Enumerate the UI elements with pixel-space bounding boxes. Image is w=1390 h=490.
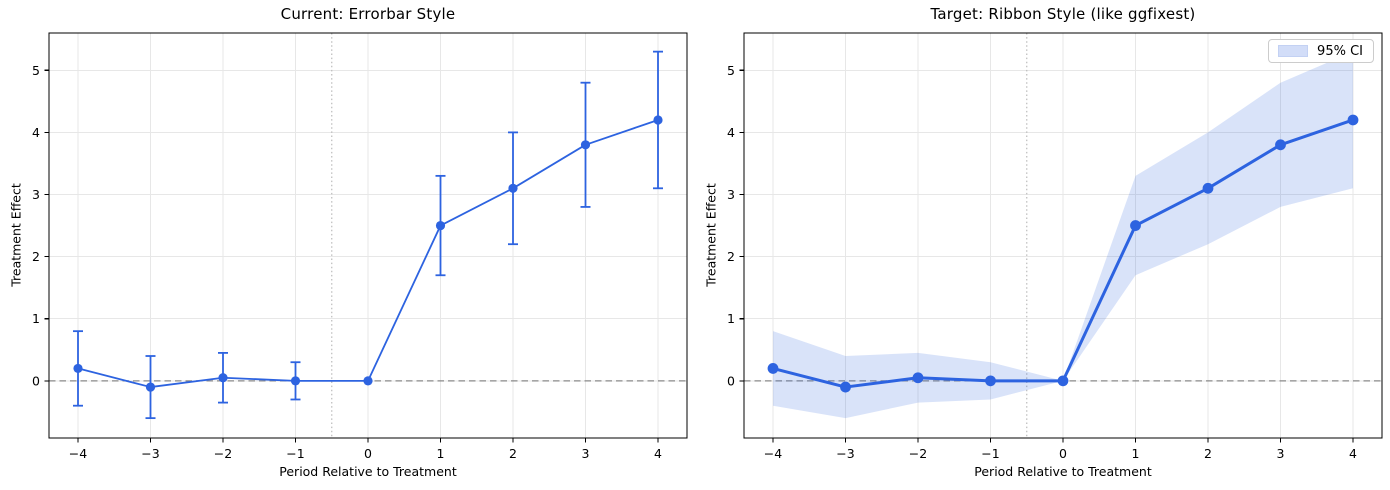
- x-tick-label: 2: [1204, 446, 1212, 461]
- x-tick-label: −2: [214, 446, 232, 461]
- data-point: [840, 381, 851, 393]
- subplot-errorbar: −4 −3 −2 −1 0 1 2 3 4 0 1 2 3 4 5 Current: Errorbar St…: [8, 5, 688, 479]
- y-tick-label: 2: [32, 249, 40, 264]
- x-axis-label: Period Relative to Treatment: [279, 464, 457, 479]
- y-tick-label: 1: [727, 311, 735, 326]
- y-tick-label: 1: [32, 311, 40, 326]
- y-tick-label: 3: [727, 187, 735, 202]
- data-point: [508, 183, 518, 193]
- data-point: [218, 373, 228, 383]
- x-tick-label: 1: [437, 446, 445, 461]
- y-tick-label: 4: [32, 125, 40, 140]
- x-tick-label: −3: [141, 446, 159, 461]
- x-tick-label: 3: [582, 446, 590, 461]
- x-tick-label: 2: [509, 446, 517, 461]
- data-point: [73, 363, 83, 374]
- x-tick-label: 4: [654, 446, 662, 461]
- y-axis-label: Treatment Effect: [703, 183, 719, 287]
- legend: 95% CI: [1268, 39, 1374, 63]
- data-point: [145, 382, 156, 392]
- data-point: [580, 140, 591, 150]
- subplot-ribbon: −4 −3 −2 −1 0 1 2 3 4 0 1 2 3 4 5 Target: Ribbon Style…: [695, 0, 1390, 490]
- x-tick-label: −1: [286, 446, 304, 461]
- x-tick-label: −4: [69, 446, 87, 461]
- legend-label: 95% CI: [1317, 43, 1363, 59]
- y-tick-label: 5: [32, 63, 40, 78]
- chart-title-ribbon: Target: Ribbon Style (like ggfixest): [930, 5, 1196, 23]
- x-tick-label: 0: [364, 446, 372, 461]
- ci-ribbon: [773, 51, 1353, 419]
- data-point: [1347, 114, 1359, 126]
- y-tick-label: 0: [727, 373, 735, 388]
- x-tick-label: −4: [764, 446, 782, 461]
- y-tick-label: 0: [32, 373, 40, 388]
- errorbar-plot-area: −4 −3 −2 −1 0 1 2 3 4 0 1 2 3 4 5: [32, 32, 688, 461]
- data-point: [912, 372, 924, 384]
- data-point: [1202, 182, 1214, 194]
- x-tick-label: 3: [1277, 446, 1285, 461]
- data-point: [767, 363, 779, 374]
- data-point: [363, 376, 373, 386]
- y-tick-label: 3: [32, 187, 40, 202]
- chart-title-errorbar: Current: Errorbar Style: [280, 5, 456, 23]
- data-point: [653, 115, 663, 125]
- y-tick-label: 2: [727, 249, 735, 264]
- y-axis-label: Treatment Effect: [8, 183, 24, 287]
- x-axis-label: Period Relative to Treatment: [974, 464, 1152, 479]
- data-point: [985, 375, 996, 387]
- x-tick-label: 4: [1349, 446, 1357, 461]
- x-tick-label: 0: [1059, 446, 1067, 461]
- y-tick-label: 4: [727, 125, 735, 140]
- data-point: [1057, 375, 1069, 387]
- data-point: [1275, 139, 1286, 151]
- x-tick-label: −3: [836, 446, 854, 461]
- x-tick-label: −2: [909, 446, 927, 461]
- ribbon-plot-area: −4 −3 −2 −1 0 1 2 3 4 0 1 2 3 4 5: [727, 32, 1383, 461]
- y-tick-label: 5: [727, 63, 735, 78]
- data-point: [1130, 220, 1141, 231]
- x-tick-label: −1: [981, 446, 999, 461]
- x-tick-label: 1: [1132, 446, 1140, 461]
- data-point: [435, 220, 446, 231]
- data-point: [290, 376, 301, 386]
- ci-ribbon-swatch-icon: [1278, 45, 1309, 57]
